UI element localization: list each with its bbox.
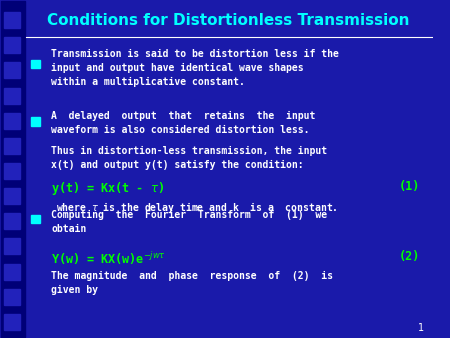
Text: where $\tau$ is the delay time and k  is a  constant.: where $\tau$ is the delay time and k is … <box>56 200 338 215</box>
Bar <box>4 88 19 104</box>
Text: Conditions for Distortionless Transmission: Conditions for Distortionless Transmissi… <box>47 13 409 28</box>
Text: A  delayed  output  that  retains  the  input
waveform is also considered distor: A delayed output that retains the input … <box>51 111 315 136</box>
Text: (2): (2) <box>399 250 420 263</box>
Bar <box>4 188 19 204</box>
Text: Thus in distortion-less transmission, the input
x(t) and output y(t) satisfy the: Thus in distortion-less transmission, th… <box>51 146 327 170</box>
Text: (1): (1) <box>399 180 420 193</box>
Bar <box>4 289 19 305</box>
Bar <box>4 238 19 255</box>
Bar <box>4 63 19 78</box>
Bar <box>31 117 40 126</box>
Bar <box>4 12 19 28</box>
Bar <box>4 314 19 330</box>
Text: Transmission is said to be distortion less if the
input and output have identica: Transmission is said to be distortion le… <box>51 49 339 87</box>
Bar <box>4 264 19 280</box>
Text: The magnitude  and  phase  response  of  (2)  is
given by: The magnitude and phase response of (2) … <box>51 271 333 295</box>
Bar <box>31 60 40 68</box>
Text: 1: 1 <box>418 323 424 333</box>
Bar <box>1 1 25 337</box>
Bar <box>4 213 19 230</box>
Bar <box>4 37 19 53</box>
Text: Computing  the  Fourier  Transform  of  (1)  we
obtain: Computing the Fourier Transform of (1) w… <box>51 210 327 234</box>
Bar <box>4 138 19 154</box>
Text: Y(w) = KX(w)e$^{-jw\tau}$: Y(w) = KX(w)e$^{-jw\tau}$ <box>51 250 166 267</box>
Text: y(t) = Kx(t - $\tau$): y(t) = Kx(t - $\tau$) <box>51 180 164 197</box>
Bar <box>31 215 40 223</box>
Bar <box>4 113 19 129</box>
Bar <box>4 163 19 179</box>
